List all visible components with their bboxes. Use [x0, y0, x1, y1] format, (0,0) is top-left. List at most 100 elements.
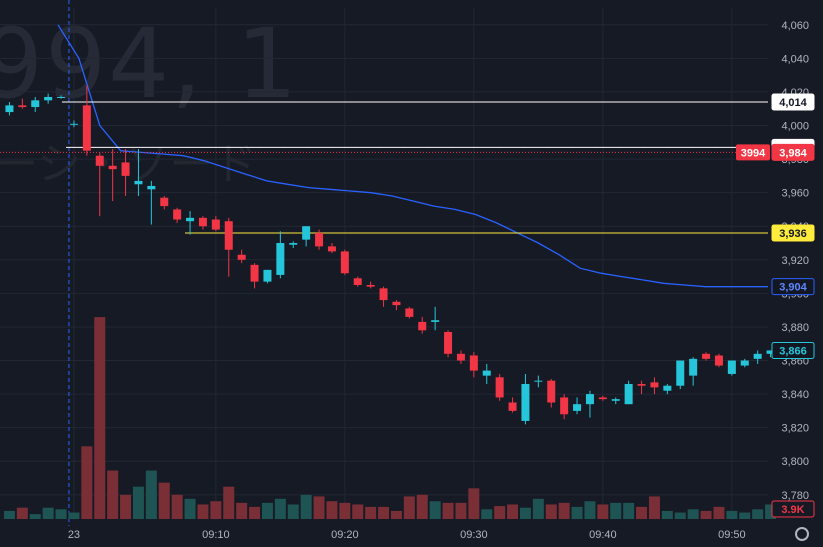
candle-body — [69, 123, 78, 125]
volume-bar — [623, 502, 635, 519]
candle-body — [198, 217, 207, 227]
volume-bar — [700, 510, 712, 519]
tag-price-prefix-bg — [736, 144, 770, 161]
volume-bar — [545, 504, 557, 519]
time-tick-label: 09:50 — [718, 529, 746, 541]
candles — [5, 85, 775, 425]
volume-bar — [42, 507, 54, 519]
candle-body — [573, 404, 582, 411]
volume-bar — [249, 506, 261, 519]
vwap-line — [57, 24, 768, 288]
volume-bar — [416, 494, 428, 519]
candle-body — [392, 301, 401, 306]
candle-body — [44, 96, 53, 101]
candle-body — [418, 321, 427, 331]
tag-vwap: 3,904 — [779, 282, 807, 294]
volume-bar — [468, 488, 480, 519]
candle-body — [263, 269, 272, 282]
volume-bar — [378, 506, 390, 519]
volume-bar — [610, 502, 622, 519]
volume-bar — [326, 501, 338, 519]
candle-body — [353, 278, 362, 285]
volume-bar — [739, 512, 751, 519]
price-axis: 3,7803,8003,8203,8403,8603,8803,9003,920… — [781, 20, 809, 502]
tag-high: 4,014 — [779, 97, 807, 109]
candle-body — [31, 100, 40, 108]
volume-bar — [661, 510, 673, 519]
settings-icon[interactable] — [795, 527, 809, 541]
volume-bar — [132, 486, 144, 519]
volume-bar — [519, 507, 531, 519]
volume-bar — [210, 501, 222, 519]
volume-bar — [481, 509, 493, 519]
candle-body — [534, 380, 543, 382]
volume-bar — [648, 496, 660, 519]
volume-bar — [403, 496, 415, 519]
time-tick-label: 09:10 — [202, 529, 230, 541]
volume-bar — [197, 504, 209, 519]
volume-bar — [223, 486, 235, 519]
tag-low: 3,936 — [779, 228, 807, 240]
candle-body — [173, 209, 182, 220]
volume-bar — [352, 504, 364, 519]
candle-body — [405, 308, 414, 317]
volume-bar — [68, 512, 80, 519]
volume-bar — [29, 514, 41, 519]
candle-body — [379, 288, 388, 301]
candle-body — [637, 384, 646, 386]
candle-body — [186, 217, 195, 222]
volume-bar — [507, 504, 519, 519]
price-levels — [0, 101, 768, 234]
candle-body — [95, 155, 104, 166]
candle-body — [327, 246, 336, 252]
candle-body — [689, 358, 698, 376]
candle-body — [547, 380, 556, 403]
candle-body — [121, 162, 130, 176]
volume-bar — [120, 494, 132, 519]
time-tick-label: 09:30 — [460, 529, 488, 541]
tag-last-bg — [771, 341, 815, 359]
volume-bar — [674, 512, 686, 519]
volume-bar — [687, 509, 699, 519]
candle-body — [521, 384, 530, 421]
candle-body — [740, 360, 749, 366]
volume-bar — [55, 509, 67, 519]
volume-bar — [455, 502, 467, 519]
candle-body — [134, 180, 143, 185]
candle-body — [108, 165, 117, 170]
volume-bar — [236, 502, 248, 519]
candle-body — [663, 385, 672, 391]
price-tick-label: 4,040 — [781, 53, 809, 65]
candle-body — [624, 384, 633, 405]
candle-body — [508, 402, 517, 411]
candle-body — [160, 197, 169, 207]
volume-bar — [313, 496, 325, 519]
candle-body — [560, 397, 569, 415]
price-tick-label: 4,060 — [781, 20, 809, 32]
volume-bar — [442, 502, 454, 519]
time-tick-label: 09:20 — [331, 529, 359, 541]
tag-vwap-bg — [771, 278, 815, 296]
candle-body — [315, 232, 324, 247]
volume-bar — [597, 504, 609, 519]
volume-bar — [365, 506, 377, 519]
candle-body — [702, 353, 711, 359]
volume-bar — [81, 446, 93, 519]
symbol-watermark: 994, 1 — [0, 8, 300, 120]
candle-body — [366, 284, 375, 287]
candle-body — [302, 226, 311, 240]
volume-bar — [429, 501, 441, 519]
candle-body — [495, 377, 504, 398]
volume-bar — [752, 509, 764, 519]
price-tick-label: 3,920 — [781, 255, 809, 267]
candle-body — [340, 251, 349, 274]
volume-bar — [107, 470, 119, 519]
price-tick-label: 4,000 — [781, 121, 809, 133]
candle-body — [598, 397, 607, 400]
candle-body — [585, 394, 594, 405]
volume-bar — [390, 510, 402, 519]
volume-bar — [300, 494, 312, 519]
volume-bar — [765, 504, 777, 519]
